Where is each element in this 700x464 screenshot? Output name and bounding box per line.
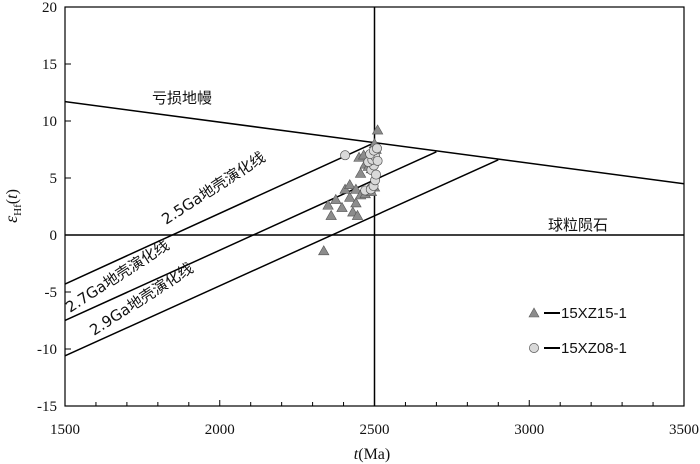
legend-label-15xz15-1: 15XZ15-1 (561, 305, 627, 322)
point-triangle (371, 124, 384, 135)
y-axis-title: εHf(t) (1, 189, 24, 223)
point-triangle (350, 183, 362, 194)
y-tick-label: -5 (45, 285, 58, 301)
point-triangle (354, 167, 367, 178)
point-circle (372, 155, 383, 166)
y-axis-title-sub: Hf (12, 204, 24, 216)
point-triangle (330, 193, 342, 204)
y-tick-label: 0 (50, 228, 58, 244)
label-depleted-mantle: 亏损地幔 (152, 89, 212, 107)
point-circle (372, 143, 382, 154)
y-tick-label: 15 (42, 57, 57, 73)
reference-lines (65, 7, 684, 406)
x-tick-label: 2000 (205, 422, 235, 438)
legend-triangle-icon (528, 307, 540, 318)
y-tick-label: 5 (50, 171, 58, 187)
x-tick-label: 3000 (514, 422, 544, 438)
line-crust-2.9ga (65, 159, 499, 357)
point-triangle (322, 199, 334, 210)
x-axis-title-variable: t (354, 446, 359, 463)
legend-label-15xz08-1: 15XZ08-1 (561, 340, 627, 357)
point-triangle (351, 209, 364, 220)
y-tick-label: -10 (37, 342, 57, 358)
label-chondrite: 球粒陨石 (548, 216, 608, 234)
point-triangle (350, 197, 362, 208)
point-triangle (344, 191, 356, 202)
y-tick-label: 20 (42, 0, 57, 16)
y-tick-label: -15 (37, 399, 57, 415)
point-triangle (325, 209, 337, 220)
axis-ticks (64, 6, 685, 407)
y-axis-title-open: ( (4, 199, 21, 204)
line-crust-2.7ga (65, 151, 437, 322)
y-axis-title-close: ) (4, 189, 21, 194)
point-triangle (318, 245, 330, 256)
point-triangle (336, 201, 348, 212)
legend: 15XZ15-1 15XZ08-1 (528, 305, 627, 357)
point-triangle (344, 179, 356, 190)
legend-circle-icon (529, 343, 539, 353)
point-circle (340, 150, 351, 161)
y-axis-title-epsilon: ε (1, 215, 21, 223)
y-axis-title-t: t (4, 194, 21, 199)
x-tick-label: 1500 (50, 422, 80, 438)
line-crust-2.5ga (65, 141, 375, 285)
y-tick-label: 10 (42, 114, 57, 130)
x-axis-title-unit: (Ma) (358, 446, 390, 463)
axis-tick-labels: 1500 2000 2500 3000 3500 -15 -10 -5 0 5 10 15 20 (37, 0, 699, 438)
x-axis-title: t(Ma) (354, 446, 390, 463)
data-points (318, 124, 384, 256)
x-tick-label: 2500 (360, 422, 390, 438)
x-tick-label: 3500 (669, 422, 699, 438)
point-circle (371, 169, 381, 180)
